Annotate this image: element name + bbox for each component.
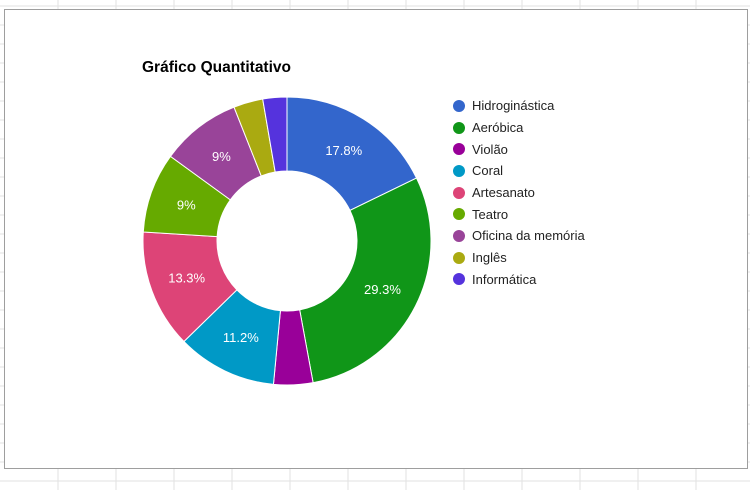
legend-item-hidroginastica[interactable]: Hidroginástica bbox=[453, 95, 585, 117]
legend-label: Hidroginástica bbox=[472, 98, 555, 114]
legend-item-informatica[interactable]: Informática bbox=[453, 269, 585, 291]
data-label-hidroginastica: 17.8% bbox=[325, 143, 362, 158]
legend-label: Artesanato bbox=[472, 185, 535, 201]
data-label-aerobica: 29.3% bbox=[364, 282, 401, 297]
data-label-oficina-da-memoria: 9% bbox=[212, 149, 231, 164]
legend-label: Oficina da memória bbox=[472, 228, 585, 244]
legend-label: Informática bbox=[472, 271, 537, 287]
legend-item-violao[interactable]: Violão bbox=[453, 138, 585, 160]
slice-informatica[interactable] bbox=[262, 96, 288, 173]
chart-title: Gráfico Quantitativo bbox=[142, 59, 291, 76]
legend-swatch bbox=[453, 186, 465, 199]
legend-item-ingles[interactable]: Inglês bbox=[453, 247, 585, 269]
legend-item-aerobica[interactable]: Aeróbica bbox=[453, 117, 585, 139]
legend-label: Coral bbox=[472, 163, 504, 179]
slice-aerobica[interactable] bbox=[299, 177, 432, 384]
legend-swatch bbox=[453, 143, 465, 156]
legend-label: Violão bbox=[472, 141, 508, 157]
slice-hidroginastica[interactable] bbox=[286, 96, 418, 212]
legend-label: Teatro bbox=[472, 206, 509, 222]
data-label-artesanato: 13.3% bbox=[168, 271, 205, 286]
legend-swatch bbox=[453, 273, 465, 286]
legend-item-teatro[interactable]: Teatro bbox=[453, 203, 585, 225]
legend-item-coral[interactable]: Coral bbox=[453, 160, 585, 182]
legend-label: Aeróbica bbox=[472, 120, 524, 136]
legend-swatch bbox=[453, 251, 465, 264]
legend-swatch bbox=[453, 121, 465, 134]
data-label-coral: 11.2% bbox=[223, 330, 259, 345]
chart-legend: Hidroginástica Aeróbica Violão Coral Artesan… bbox=[453, 95, 585, 290]
legend-label: Inglês bbox=[472, 250, 507, 266]
legend-swatch bbox=[453, 99, 465, 112]
legend-swatch bbox=[453, 229, 465, 242]
legend-item-artesanato[interactable]: Artesanato bbox=[453, 182, 585, 204]
legend-swatch bbox=[453, 164, 465, 177]
legend-swatch bbox=[453, 208, 465, 221]
legend-item-oficina-da-memoria[interactable]: Oficina da memória bbox=[453, 225, 585, 247]
data-label-teatro: 9% bbox=[177, 197, 196, 212]
